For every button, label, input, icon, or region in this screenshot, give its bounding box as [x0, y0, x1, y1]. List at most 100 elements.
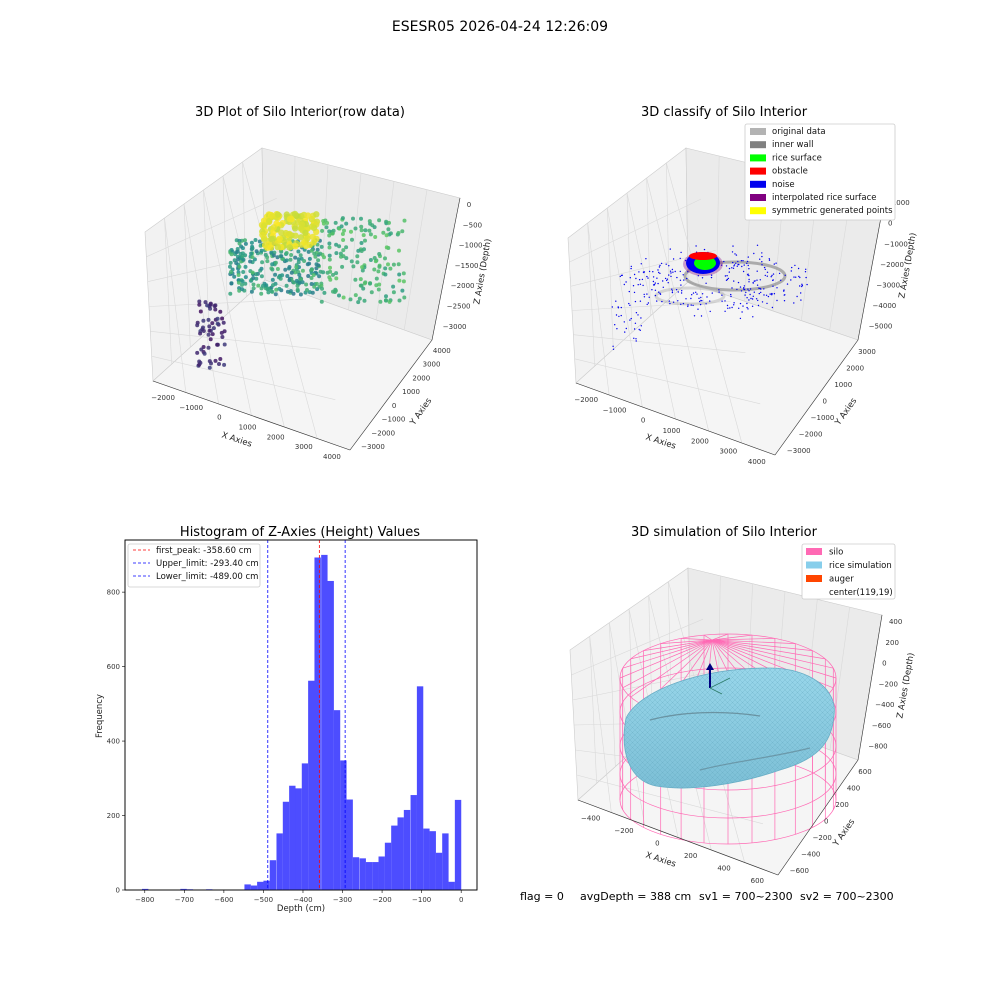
gridline: [587, 222, 595, 367]
z-tick-label: 0: [888, 220, 892, 228]
noise-point: [756, 270, 758, 272]
noise-point: [728, 271, 730, 273]
noise-point: [695, 245, 697, 247]
panel4-y-axis-label: Y Axies: [831, 817, 858, 849]
scatter-point: [269, 289, 274, 294]
panel4-auger: [706, 663, 731, 695]
y-tick-label: −3000: [361, 443, 385, 451]
scatter-point: [320, 228, 325, 233]
y-tick-label: −2000: [371, 429, 395, 437]
noise-point: [757, 304, 760, 307]
y-tick-label: 1000: [402, 388, 420, 396]
scatter-point: [359, 216, 363, 221]
noise-point: [635, 277, 637, 280]
x-tick-label: 0: [641, 417, 645, 425]
z-tick-label: −4000: [873, 302, 897, 310]
scatter-point: [315, 287, 320, 292]
x-tick-label: −100: [412, 896, 431, 904]
noise-point: [775, 262, 777, 264]
scatter-point: [243, 275, 248, 280]
scatter-point: [199, 347, 204, 352]
noise-point: [658, 266, 661, 268]
z-tick-label: −3000: [443, 323, 467, 331]
scatter-point: [261, 241, 269, 249]
noise-point: [682, 274, 684, 276]
noise-point: [645, 258, 647, 260]
scatter-point: [327, 245, 332, 250]
scatter-point: [295, 287, 300, 292]
scatter-point: [340, 216, 345, 221]
noise-point: [761, 255, 763, 258]
noise-point: [695, 291, 697, 293]
scatter-point: [306, 249, 311, 254]
silo-roof-strut: [681, 638, 713, 641]
histogram-bar: [352, 857, 360, 890]
panel3-plot-frame: [124, 539, 478, 891]
z-tick-label: −800: [868, 743, 887, 751]
scatter-point: [269, 250, 274, 255]
scatter-point: [307, 290, 312, 295]
noise-point: [745, 291, 747, 294]
histogram-bar: [276, 833, 283, 890]
histogram-bar: [314, 557, 321, 890]
scatter-point: [363, 228, 368, 233]
panel3-histogram-bars: [142, 554, 462, 890]
scatter-point: [228, 260, 233, 265]
noise-point: [711, 292, 713, 294]
y-tick-label: 0: [392, 402, 396, 410]
x-tick-label: −400: [581, 814, 600, 822]
panel3-ticks: −800 −700 −600 −500 −400 −300 −200 −100 0 0 200 400…: [107, 589, 464, 904]
legend-label: center(119,19): [829, 588, 893, 598]
scatter-point: [240, 254, 245, 259]
legend-label: rice simulation: [829, 561, 892, 571]
scatter-point: [334, 251, 339, 256]
scatter-point: [209, 361, 213, 366]
noise-point: [718, 289, 720, 291]
noise-point: [699, 303, 702, 306]
scatter-point: [361, 233, 366, 238]
legend-label: rice surface: [772, 153, 822, 163]
noise-point: [641, 278, 644, 281]
noise-point: [693, 315, 696, 317]
scatter-point: [359, 224, 364, 229]
noise-point: [730, 293, 732, 296]
noise-point: [654, 282, 656, 284]
histogram-bar: [321, 554, 328, 890]
scatter-point: [304, 282, 309, 287]
noise-point: [617, 307, 620, 309]
scatter-point: [341, 295, 346, 300]
scatter-point: [207, 328, 212, 333]
legend-swatch: [750, 128, 766, 135]
noise-point: [643, 271, 646, 273]
x-tick-label: −1000: [603, 406, 627, 414]
scatter-point: [309, 276, 314, 280]
noise-point: [742, 270, 745, 273]
legend-label: symmetric generated points: [772, 206, 893, 216]
scatter-point: [359, 241, 364, 245]
noise-point: [741, 311, 743, 313]
scatter-point: [351, 216, 355, 221]
x-tick-label: 0: [217, 414, 221, 422]
noise-point: [725, 265, 728, 267]
noise-point: [727, 307, 729, 309]
z-tick-label: −1000: [459, 242, 483, 250]
noise-point: [633, 337, 635, 339]
gridline: [320, 164, 329, 301]
noise-point: [746, 262, 748, 264]
scatter-point: [341, 238, 346, 242]
scatter-point: [298, 221, 306, 228]
panel-simulation-3d-plot: 3D simulation of Silo Interior −400 −200 0…: [569, 525, 917, 885]
noise-point: [701, 293, 704, 295]
gridline: [646, 177, 651, 316]
noise-point: [720, 264, 723, 266]
noise-point: [732, 245, 734, 247]
noise-point: [669, 248, 671, 250]
scatter-point: [273, 272, 278, 277]
noise-point: [786, 283, 789, 285]
scatter-point: [386, 227, 391, 232]
z-tick-label: 0: [882, 660, 886, 668]
scatter-point: [298, 253, 303, 258]
scatter-point: [195, 323, 200, 328]
scatter-point: [270, 224, 277, 231]
legend-swatch: [750, 180, 766, 188]
